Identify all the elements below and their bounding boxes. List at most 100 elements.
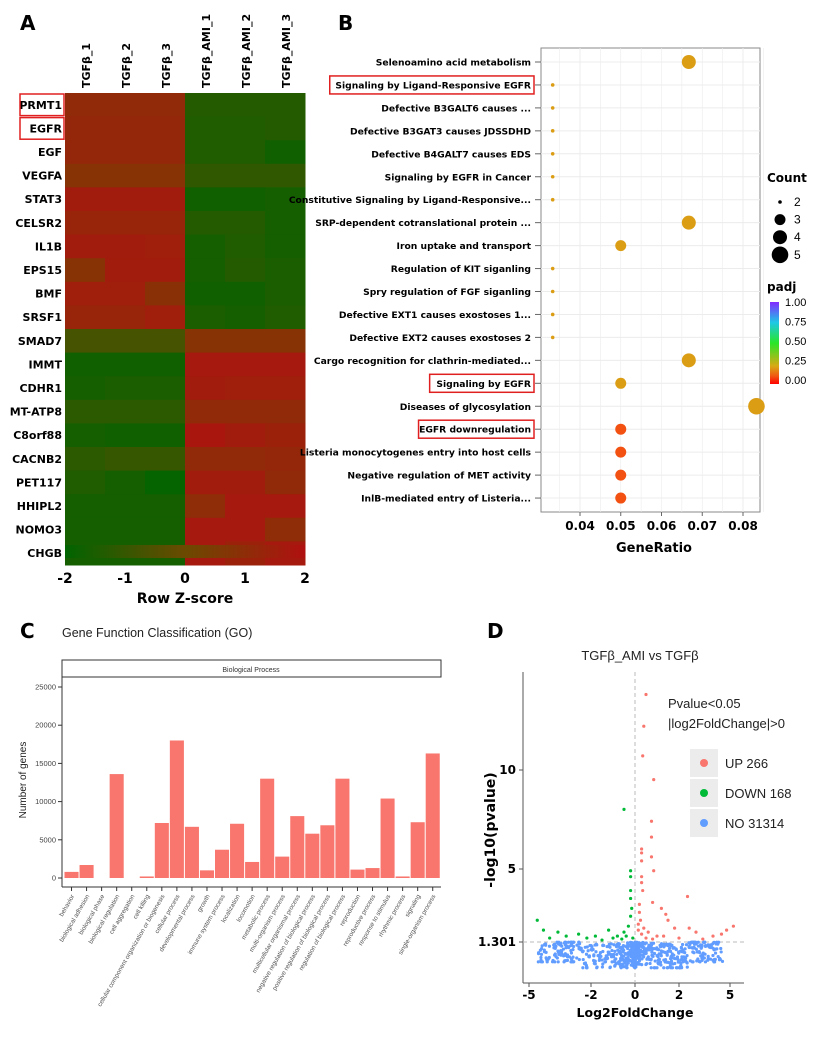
heatmap-cell xyxy=(185,93,226,118)
point-no xyxy=(607,950,611,954)
heatmap-cell xyxy=(65,352,106,377)
point-up xyxy=(649,835,654,839)
padj-legend-tick: 0.50 xyxy=(785,336,806,348)
point-no xyxy=(685,965,689,969)
point-no xyxy=(619,953,624,957)
point-no xyxy=(685,961,689,965)
term-label: Constitutive Signaling by Ligand-Respons… xyxy=(289,195,531,206)
bar xyxy=(139,876,154,878)
point-up xyxy=(666,918,670,922)
point-no xyxy=(642,955,646,959)
point-no xyxy=(633,950,638,954)
heatmap-cell xyxy=(265,352,306,377)
point-no xyxy=(696,940,700,944)
point-no xyxy=(674,947,678,951)
heatmap-cell xyxy=(225,470,266,495)
point-up xyxy=(701,937,705,941)
point-no xyxy=(621,962,625,966)
point-no xyxy=(668,949,673,953)
heatmap-cell xyxy=(105,116,146,141)
term-dot xyxy=(681,353,696,368)
point-no xyxy=(601,943,605,948)
heatmap-cell xyxy=(105,93,146,118)
point-no xyxy=(601,962,605,966)
colorbar-tick: -2 xyxy=(57,571,73,587)
point-no xyxy=(662,945,666,949)
highlight-box xyxy=(329,75,535,95)
point-no xyxy=(671,946,675,950)
y-axis-label: Number of genes xyxy=(18,742,29,819)
heatmap-cell xyxy=(265,517,306,542)
column-label: TGFβ_AMI_2 xyxy=(240,14,253,88)
heatmap-cell xyxy=(65,517,106,542)
heatmap-cell xyxy=(265,423,306,448)
heatmap-cell xyxy=(105,211,146,236)
point-down xyxy=(564,934,568,938)
heatmap-cell xyxy=(225,93,266,118)
heatmap-cell xyxy=(65,116,106,141)
term-label: EGFR downregulation xyxy=(419,425,531,436)
term-label: Listeria monocytogenes entry into host c… xyxy=(300,448,532,459)
bar xyxy=(199,870,214,878)
term-label: Defective B3GAT3 causes JDSSDHD xyxy=(350,126,531,137)
point-no xyxy=(667,946,672,951)
row-label: EGF xyxy=(38,146,62,159)
point-no xyxy=(632,962,636,966)
count-legend-dot xyxy=(774,214,786,226)
point-no xyxy=(581,957,585,962)
term-dot xyxy=(748,397,765,415)
heatmap-cell xyxy=(185,447,226,472)
heatmap-cell xyxy=(265,399,306,424)
heatmap-cell xyxy=(185,163,226,188)
heatmap-cell xyxy=(105,163,146,188)
count-legend-dot xyxy=(778,200,782,204)
x-tick-label: 0.05 xyxy=(606,519,636,533)
point-down xyxy=(630,906,634,910)
point-down xyxy=(607,928,611,932)
point-no xyxy=(567,945,571,950)
term-label: Diseases of glycosylation xyxy=(400,402,531,413)
bar xyxy=(425,753,440,878)
term-dot xyxy=(550,335,555,340)
point-no xyxy=(540,944,544,948)
heatmap-cell xyxy=(65,140,106,165)
heatmap-cell xyxy=(185,140,226,165)
point-no xyxy=(628,943,633,947)
x-tick-label: 2 xyxy=(675,988,683,1002)
colorbar xyxy=(65,545,305,558)
heatmap-cell xyxy=(145,116,186,141)
point-up xyxy=(642,724,646,728)
point-down xyxy=(615,934,620,938)
column-label: TGFβ_AMI_3 xyxy=(280,14,293,88)
legend-label: DOWN 168 xyxy=(725,786,791,801)
heatmap-cell xyxy=(145,470,186,495)
bar xyxy=(275,856,290,878)
bar xyxy=(320,825,335,878)
point-down xyxy=(585,936,589,940)
padj-colorbar xyxy=(770,302,779,384)
point-no xyxy=(659,954,663,958)
point-no xyxy=(627,953,631,957)
row-label: STAT3 xyxy=(25,193,62,206)
point-up xyxy=(641,888,645,893)
heatmap-cell xyxy=(265,140,306,165)
heatmap-cell xyxy=(65,234,106,259)
point-no xyxy=(636,944,640,948)
point-no xyxy=(715,947,719,951)
term-dot xyxy=(550,106,555,110)
point-no xyxy=(564,946,568,950)
heatmap-cell xyxy=(265,470,306,495)
point-no xyxy=(601,949,605,954)
y-tick-label: 15000 xyxy=(35,759,56,768)
heatmap-cell xyxy=(225,234,266,259)
y-tick-label: 1.301 xyxy=(478,935,516,949)
point-no xyxy=(561,947,566,951)
point-no xyxy=(649,966,653,970)
heatmap-cell xyxy=(65,258,106,283)
count-legend-title: Count xyxy=(767,171,807,185)
point-up xyxy=(664,912,668,916)
point-no xyxy=(598,953,602,957)
point-down xyxy=(611,936,615,940)
point-no xyxy=(583,945,587,949)
term-dot xyxy=(550,152,555,156)
